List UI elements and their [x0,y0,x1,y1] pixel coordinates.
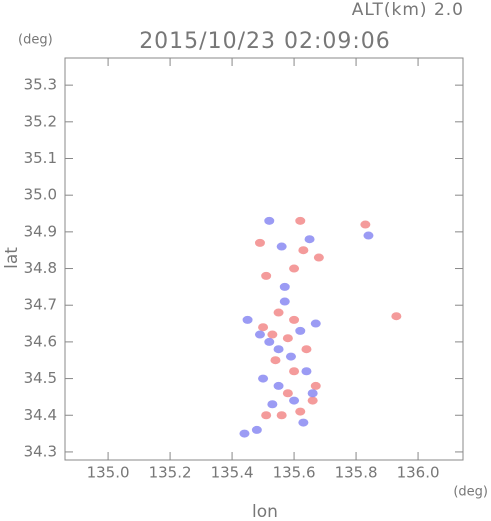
plot-frame [64,57,464,461]
echo-point [298,418,309,427]
x-tick-label: 135.0 [87,464,130,482]
y-tick-label: 35.1 [24,149,57,167]
y-tick-label: 34.3 [24,442,57,460]
echo-point [310,319,321,328]
echo-point [310,381,321,390]
echo-point [301,367,312,376]
y-tick-label: 34.4 [24,406,57,424]
echo-point [251,425,262,434]
echo-point [254,330,265,339]
echo-point [289,264,300,273]
echo-point [304,235,315,244]
echo-point [282,334,293,343]
x-tick-label: 135.2 [149,464,192,482]
echo-point [295,216,306,225]
echo-point [282,389,293,398]
echo-point [295,407,306,416]
echo-point [261,411,272,420]
y-tick-label: 34.8 [24,259,57,277]
y-tick-label: 35.2 [24,112,57,130]
echo-point [307,389,318,398]
echo-point [285,352,296,361]
y-tick-label: 35.0 [24,186,57,204]
y-tick-label: 34.7 [24,296,57,314]
chart-title: 2015/10/23 02:09:06 [139,29,391,54]
y-tick-label: 34.6 [24,332,57,350]
y-tick-label: 34.9 [24,222,57,240]
echo-point [273,381,284,390]
echo-point [391,312,402,321]
echo-point [267,400,278,409]
echo-point [242,315,253,324]
echo-point [295,326,306,335]
x-tick-label: 135.4 [211,464,254,482]
echo-point [363,231,374,240]
x-tick-label: 135.6 [273,464,316,482]
echo-point [298,246,309,255]
echo-point [276,242,287,251]
echo-point [301,345,312,354]
echo-point [276,411,287,420]
echo-point [261,271,272,280]
x-tick-label: 135.8 [335,464,378,482]
echo-point [289,315,300,324]
x-tick-label: 136.0 [397,464,440,482]
echo-point [289,396,300,405]
echo-point [267,330,278,339]
echo-point [254,238,265,247]
echo-point [270,356,281,365]
echo-point [279,297,290,306]
y-tick-label: 34.5 [24,369,57,387]
echo-point [239,429,250,438]
echo-point [307,396,318,405]
echo-point [360,220,371,229]
x-unit: (deg) [453,485,488,500]
echo-point [258,323,269,332]
chart-subtitle: ALT(km) 2.0 [352,0,464,20]
y-tick-label: 35.3 [24,76,57,94]
echo-point [313,253,324,262]
echo-point [264,216,275,225]
echo-point [279,282,290,291]
echo-point [273,308,284,317]
echo-point [273,345,284,354]
echo-point [258,374,269,383]
echo-point [289,367,300,376]
echo-point [264,337,275,346]
x-axis-label: lon [252,502,278,521]
y-unit: (deg) [18,33,53,48]
y-axis-label: lat [2,247,22,269]
